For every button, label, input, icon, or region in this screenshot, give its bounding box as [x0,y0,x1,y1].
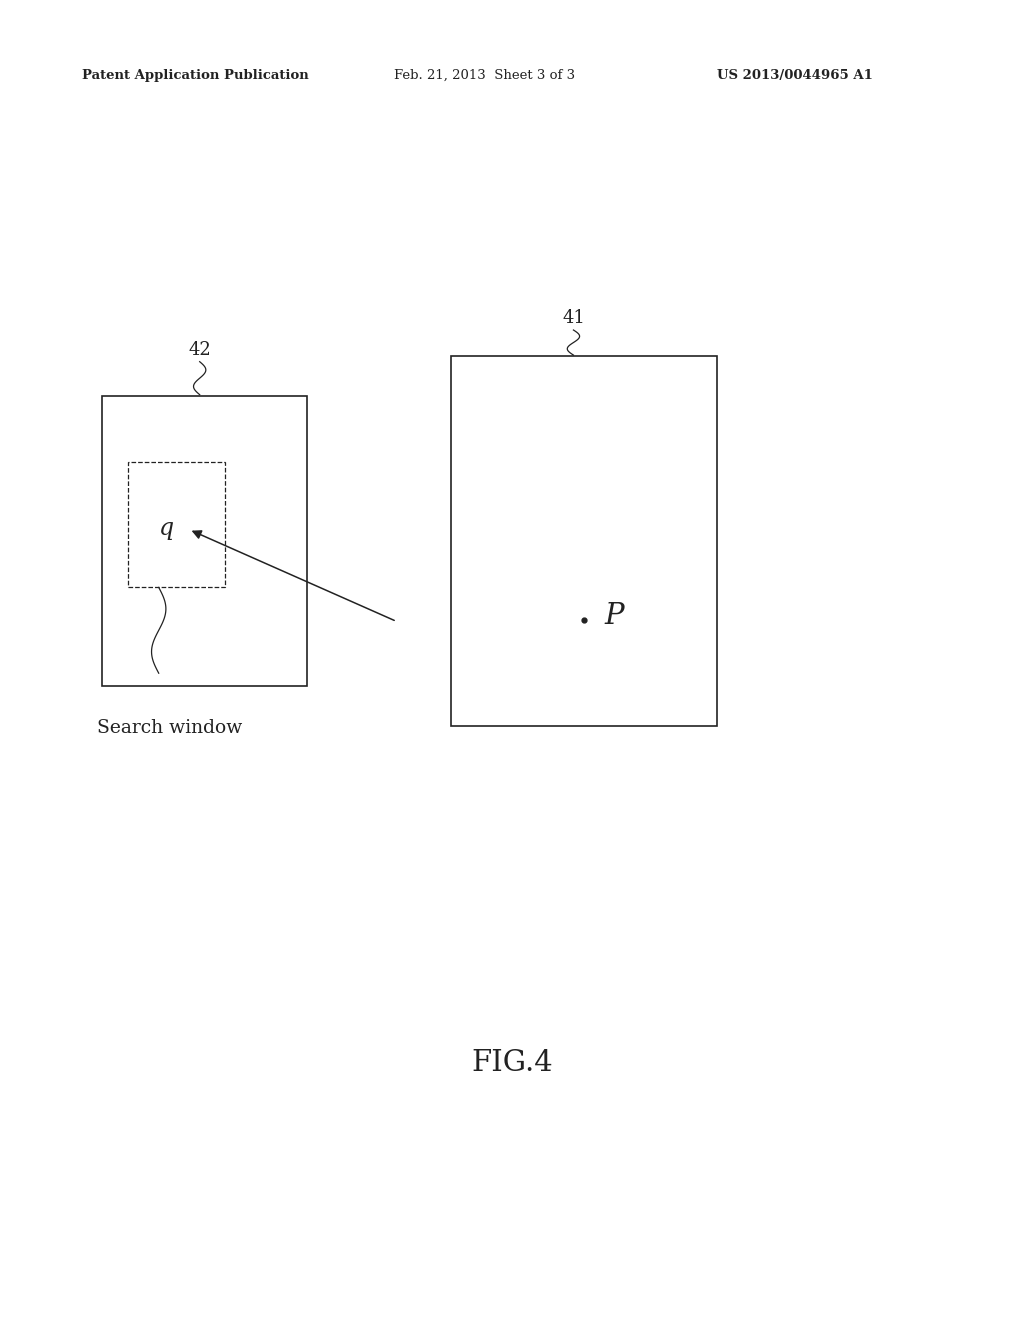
Text: Feb. 21, 2013  Sheet 3 of 3: Feb. 21, 2013 Sheet 3 of 3 [394,69,575,82]
Text: P: P [604,602,624,631]
Text: 42: 42 [188,341,211,359]
Bar [451,356,717,726]
Text: 41: 41 [562,309,585,327]
Bar [102,396,307,686]
Text: US 2013/0044965 A1: US 2013/0044965 A1 [717,69,872,82]
Bar [128,462,225,587]
Text: Patent Application Publication: Patent Application Publication [82,69,308,82]
Text: FIG.4: FIG.4 [471,1048,553,1077]
Text: q: q [160,516,174,540]
Text: Search window: Search window [97,719,243,738]
